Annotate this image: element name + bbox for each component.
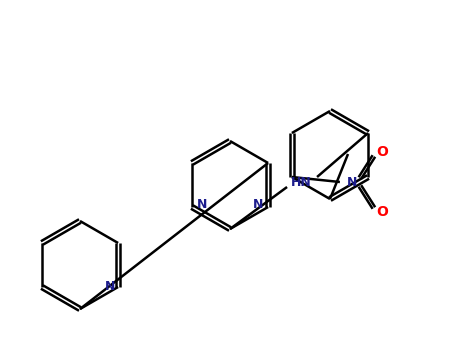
Text: N: N (253, 197, 263, 210)
Text: HN: HN (291, 176, 311, 189)
Text: N: N (105, 280, 115, 294)
Text: N: N (197, 197, 207, 210)
Text: O: O (376, 205, 388, 219)
Text: N: N (347, 175, 357, 189)
Text: O: O (376, 145, 388, 159)
